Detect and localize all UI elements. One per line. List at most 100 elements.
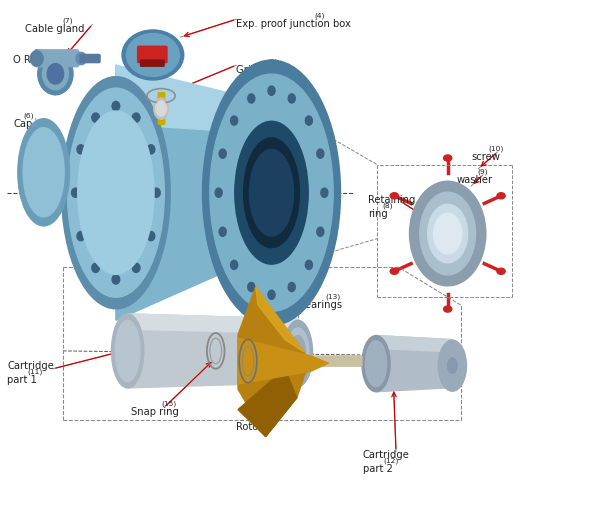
Ellipse shape [438,340,467,391]
Ellipse shape [112,275,120,284]
Ellipse shape [67,88,165,298]
Polygon shape [127,314,298,388]
Ellipse shape [317,227,324,236]
Polygon shape [35,124,53,221]
Ellipse shape [231,116,238,125]
Text: (9): (9) [477,168,487,175]
Text: Sensor: Sensor [236,91,270,101]
Ellipse shape [77,231,84,241]
Ellipse shape [244,138,299,248]
Text: screw: screw [471,152,500,162]
Text: Bearings: Bearings [298,300,342,310]
Ellipse shape [365,341,386,387]
Text: part 2: part 2 [362,464,392,474]
Ellipse shape [147,231,155,241]
Ellipse shape [287,328,309,379]
Text: (3): (3) [267,58,277,65]
Ellipse shape [42,58,68,90]
Ellipse shape [78,111,154,274]
Ellipse shape [390,193,398,199]
Text: O Ring: O Ring [13,55,47,65]
Ellipse shape [248,94,255,103]
Ellipse shape [268,290,275,300]
Ellipse shape [434,213,462,254]
Text: Cartridge: Cartridge [7,361,54,371]
Text: (12): (12) [383,458,398,464]
Ellipse shape [448,358,457,373]
Ellipse shape [76,52,87,65]
Ellipse shape [61,76,171,309]
Ellipse shape [288,283,295,291]
Ellipse shape [153,188,160,198]
Ellipse shape [77,145,84,154]
Ellipse shape [112,102,120,111]
Ellipse shape [497,268,505,274]
Text: Snap ring: Snap ring [130,407,178,417]
FancyBboxPatch shape [140,60,164,66]
Text: ring: ring [368,209,388,219]
Ellipse shape [362,336,390,392]
Ellipse shape [390,268,398,274]
Ellipse shape [231,260,238,269]
Ellipse shape [283,320,313,387]
Ellipse shape [306,116,313,125]
Text: Cap: Cap [13,119,32,129]
Ellipse shape [248,283,255,291]
Text: (14): (14) [253,416,268,422]
FancyBboxPatch shape [137,46,167,63]
Ellipse shape [23,128,64,217]
Text: (5): (5) [34,48,44,55]
Polygon shape [116,65,271,134]
Ellipse shape [219,227,226,236]
Ellipse shape [38,53,73,95]
Text: Grip ring: Grip ring [236,65,280,75]
Polygon shape [238,338,329,384]
Polygon shape [116,65,271,320]
Ellipse shape [126,33,179,76]
Ellipse shape [268,86,275,95]
Text: (11): (11) [28,368,43,374]
Ellipse shape [235,121,308,264]
Text: (1): (1) [273,110,284,116]
FancyBboxPatch shape [310,356,362,366]
Ellipse shape [112,314,144,388]
Polygon shape [376,336,453,392]
Ellipse shape [444,155,452,161]
Text: Cartridge: Cartridge [362,450,409,460]
Ellipse shape [215,188,222,198]
Ellipse shape [47,64,64,84]
Ellipse shape [210,74,333,311]
Polygon shape [255,287,304,352]
Ellipse shape [132,113,140,122]
Text: washer: washer [457,175,493,185]
Text: Exp. proof junction box: Exp. proof junction box [236,19,351,29]
Ellipse shape [321,188,328,198]
Ellipse shape [71,188,79,198]
Text: (15): (15) [161,400,176,407]
Ellipse shape [317,149,324,159]
Ellipse shape [202,60,340,325]
Polygon shape [376,336,453,352]
Ellipse shape [147,145,155,154]
Ellipse shape [497,193,505,199]
Text: (8): (8) [382,203,393,209]
Ellipse shape [250,149,294,236]
Text: (7): (7) [63,18,73,24]
Ellipse shape [30,51,43,66]
Text: part 1: part 1 [7,375,37,385]
Ellipse shape [306,260,313,269]
FancyBboxPatch shape [34,50,79,67]
Text: (6): (6) [24,112,34,119]
FancyBboxPatch shape [80,54,100,63]
Text: (10): (10) [488,145,504,152]
Text: Cable gland: Cable gland [25,24,84,34]
Ellipse shape [115,320,140,382]
Text: Retaining: Retaining [368,195,416,205]
Ellipse shape [290,336,306,371]
Ellipse shape [409,181,486,286]
Ellipse shape [288,94,295,103]
Polygon shape [127,314,298,333]
Text: (2): (2) [257,84,267,91]
Ellipse shape [122,30,183,80]
Ellipse shape [156,101,166,116]
